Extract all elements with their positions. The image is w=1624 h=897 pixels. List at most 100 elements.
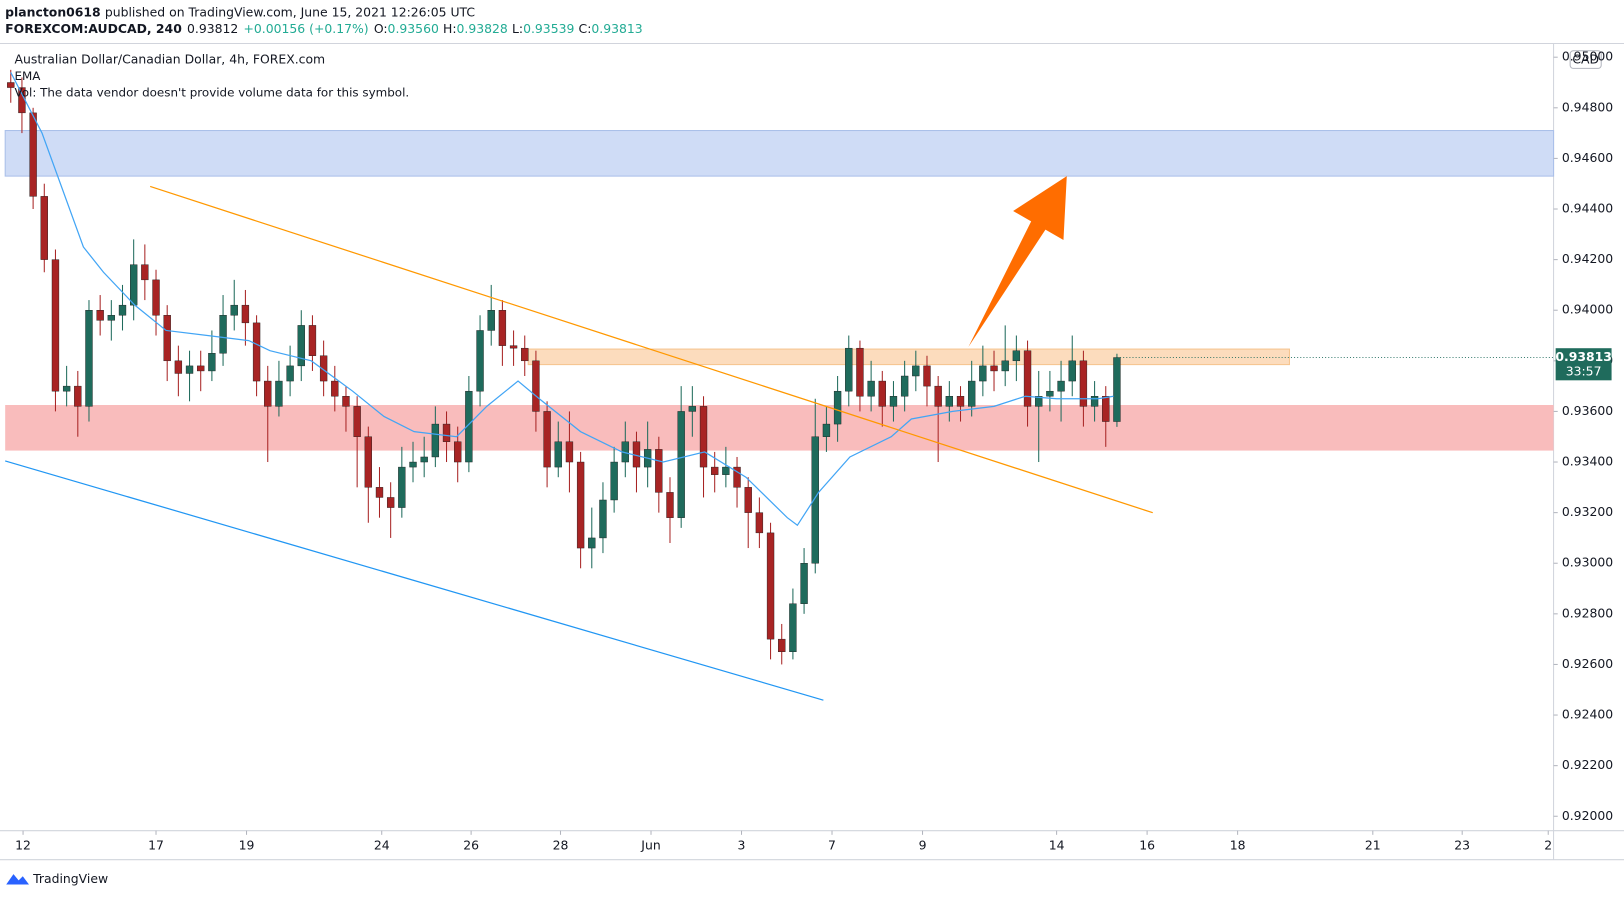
chart-title: Australian Dollar/Canadian Dollar, 4h, F… xyxy=(15,52,326,67)
y-tick-label: 0.95000 xyxy=(1562,49,1613,64)
candle-body xyxy=(465,390,473,463)
candle-body xyxy=(241,304,250,324)
candle-body xyxy=(610,461,618,501)
candle-body xyxy=(979,365,987,382)
ohlc-key: C: xyxy=(579,21,592,36)
candle-body xyxy=(699,406,708,468)
candle-body xyxy=(845,347,853,392)
ohlc-key: L: xyxy=(512,21,523,36)
y-tick-label: 0.93000 xyxy=(1562,555,1613,570)
candle-body xyxy=(968,380,976,407)
candle-body xyxy=(945,396,954,407)
candle-body xyxy=(722,466,730,475)
candle-body xyxy=(1079,360,1088,407)
candle-body xyxy=(588,537,596,549)
candle-body xyxy=(174,360,183,374)
drawings xyxy=(5,176,1153,701)
countdown: 33:57 xyxy=(1566,364,1602,379)
brand-logo xyxy=(6,874,29,885)
y-tick-label: 0.94200 xyxy=(1562,251,1613,266)
candle-body xyxy=(498,310,507,346)
candle-body xyxy=(319,355,328,382)
trend-line xyxy=(5,460,824,701)
candle-body xyxy=(375,487,384,498)
candle-body xyxy=(40,196,48,260)
candle-body xyxy=(74,385,82,407)
candle-body xyxy=(733,466,741,488)
candle-body xyxy=(208,353,216,372)
candle-body xyxy=(1023,350,1032,407)
candle-body xyxy=(1113,357,1121,422)
price: 0.93812 xyxy=(187,21,238,36)
candle-body xyxy=(51,259,60,392)
candle-body xyxy=(1001,360,1009,372)
y-tick-label: 0.93400 xyxy=(1562,454,1613,469)
candle-body xyxy=(219,315,227,354)
ohlc-value: 0.93560 xyxy=(388,21,439,36)
x-tick-label: 9 xyxy=(919,838,927,853)
candle-body xyxy=(599,499,607,539)
candle-body xyxy=(431,423,440,458)
candle-body xyxy=(532,360,540,412)
candle-body xyxy=(386,497,395,508)
candle-body xyxy=(286,365,294,382)
x-tick-label: Jun xyxy=(640,838,660,853)
ohlc-key: H: xyxy=(443,21,457,36)
candle-body xyxy=(107,315,115,321)
brand: TradingView xyxy=(32,871,108,886)
y-tick-label: 0.92000 xyxy=(1562,808,1613,823)
candle-body xyxy=(923,365,931,387)
candle-body xyxy=(62,385,71,392)
candle-body xyxy=(163,315,171,362)
candle-body xyxy=(152,279,160,316)
candle-body xyxy=(197,365,205,372)
candle-body xyxy=(789,603,797,653)
candle-body xyxy=(420,456,428,463)
user: plancton0618 xyxy=(5,4,101,19)
change: +0.00156 (+0.17%) xyxy=(244,21,369,36)
candle-body xyxy=(912,365,920,377)
published: published on TradingView.com, June 15, 2… xyxy=(105,4,475,19)
y-tick-label: 0.92200 xyxy=(1562,757,1613,772)
y-tick-label: 0.92600 xyxy=(1562,656,1613,671)
zones xyxy=(4,130,1555,451)
candle-body xyxy=(487,310,495,331)
x-tick-label: 28 xyxy=(553,838,569,853)
y-tick-label: 0.93200 xyxy=(1562,504,1613,519)
x-tick-label: 16 xyxy=(1139,838,1155,853)
candle-body xyxy=(1090,396,1099,407)
candle-body xyxy=(990,365,998,372)
ohlc-key: O: xyxy=(374,21,388,36)
x-tick-label: 17 xyxy=(148,838,164,853)
plot xyxy=(7,69,1554,665)
y-tick-label: 0.92800 xyxy=(1562,605,1613,620)
candle-body xyxy=(275,380,283,407)
candle-body xyxy=(96,310,104,321)
candle-body xyxy=(666,492,674,518)
volume-note: Vol: The data vendor doesn't provide vol… xyxy=(15,86,410,100)
logo xyxy=(6,874,29,885)
x-tick-label: 12 xyxy=(15,838,31,853)
candle-body xyxy=(1057,380,1065,392)
ohlc-value: 0.93828 xyxy=(457,21,508,36)
candle-body xyxy=(822,423,831,437)
candle-body xyxy=(934,385,942,407)
candle-body xyxy=(353,406,361,437)
candle-body xyxy=(1046,390,1054,397)
candle-body xyxy=(141,264,149,281)
ema-line xyxy=(10,72,1114,527)
candle-body xyxy=(7,82,15,88)
candle-body xyxy=(554,441,562,468)
candle-body xyxy=(1012,350,1021,362)
candle-body xyxy=(331,380,339,397)
y-tick-label: 0.93600 xyxy=(1562,403,1613,418)
candle-body xyxy=(409,461,417,468)
resistance-zone xyxy=(527,348,1290,366)
header-quote: FOREXCOM:AUDCAD, 240 0.93812 +0.00156 (+0.… xyxy=(5,21,643,36)
symbol: FOREXCOM:AUDCAD, 240 xyxy=(5,21,182,36)
candle-body xyxy=(867,380,875,397)
y-tick-label: 0.92400 xyxy=(1562,707,1613,722)
candle-body xyxy=(297,325,305,367)
